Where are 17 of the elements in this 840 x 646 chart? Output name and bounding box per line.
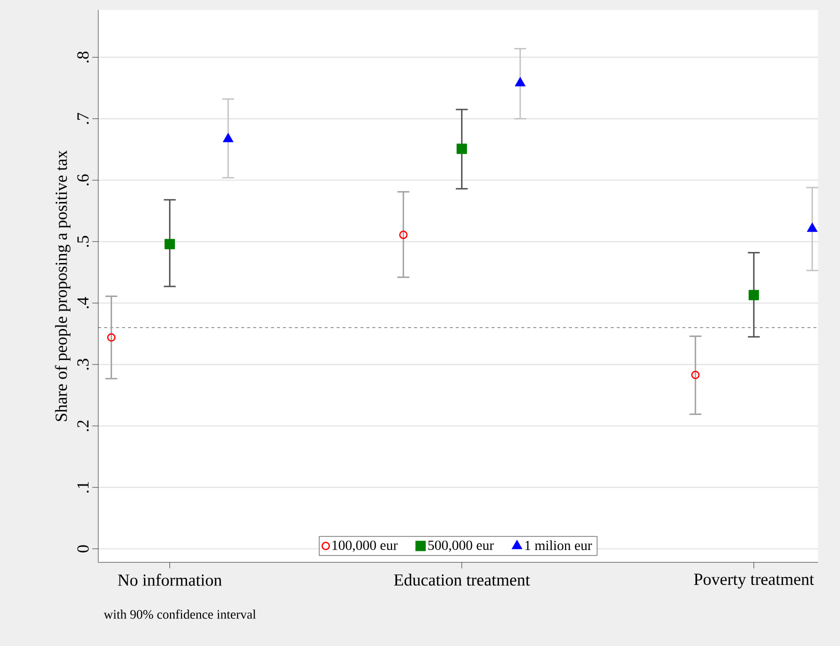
y-tick-label: .6: [77, 174, 89, 186]
legend-label: 1 milion eur: [525, 540, 592, 550]
y-tick-label: .4: [77, 296, 89, 308]
y-tick-label: 0: [77, 545, 89, 552]
legend-label: 500,000 eur: [428, 540, 494, 552]
y-tick-label: .7: [77, 112, 89, 124]
legend-label: 100,000 eur: [332, 540, 398, 552]
y-tick-label: .8: [77, 52, 89, 62]
y-tick-label: .3: [77, 358, 89, 370]
y-tick-label: .2: [77, 420, 89, 432]
x-tick-label: No information: [118, 574, 222, 586]
y-axis-title: Share of people proposing a positive tax: [54, 150, 70, 421]
text: with 90% confidence interval: [104, 610, 256, 619]
y-tick-label: .5: [77, 236, 89, 247]
x-tick-label: Education treatment: [394, 574, 530, 586]
y-tick-label: .1: [77, 482, 89, 493]
x-tick-label: Poverty treatment: [694, 574, 814, 588]
